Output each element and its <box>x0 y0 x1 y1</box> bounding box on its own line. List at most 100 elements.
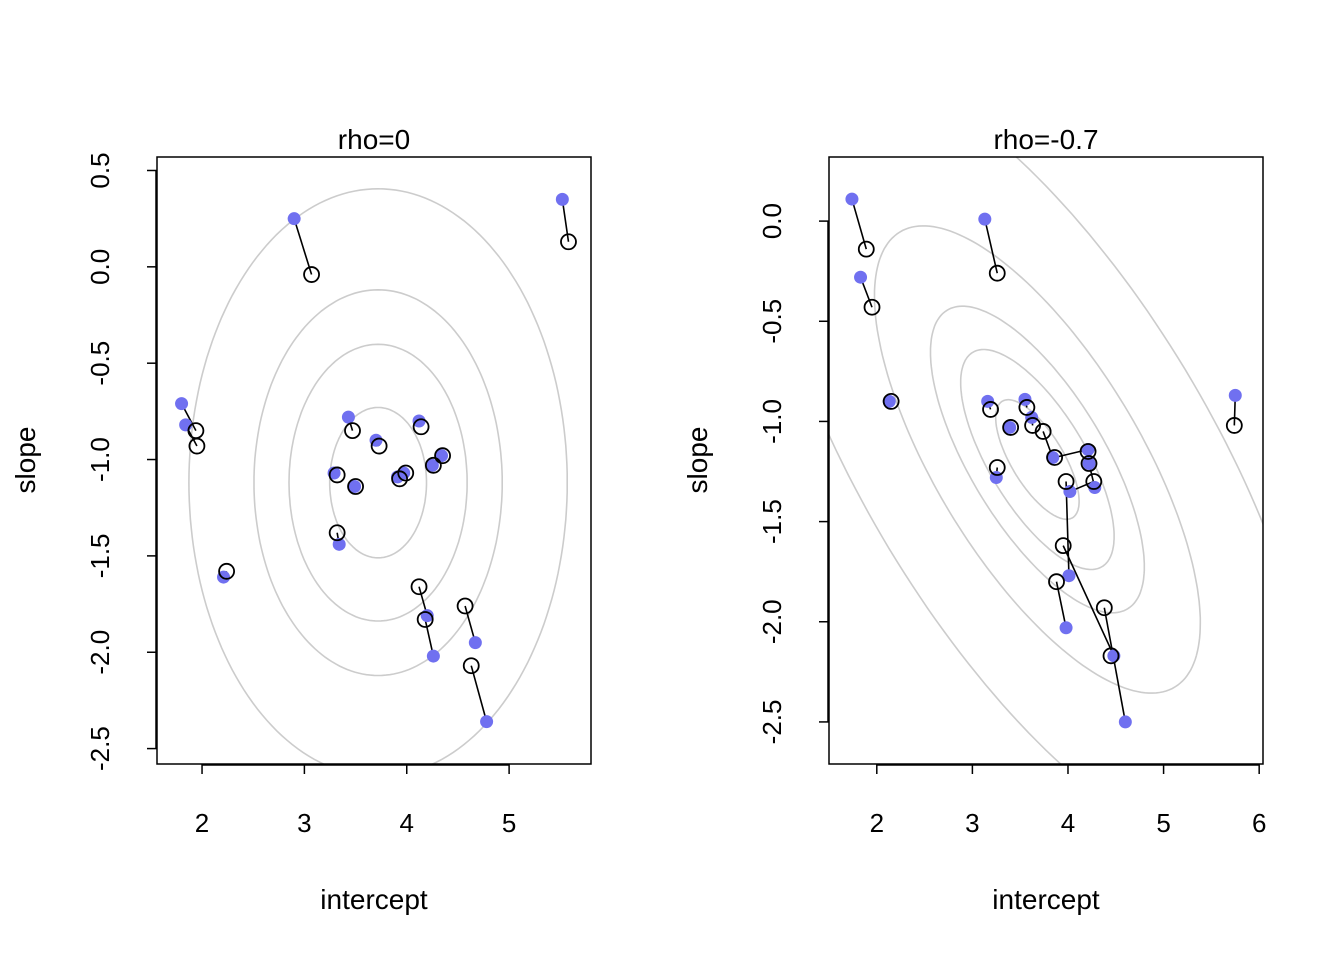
raw-point <box>287 212 301 226</box>
plot-title: rho=-0.7 <box>993 124 1098 155</box>
y-tick-label: -1.5 <box>85 533 115 578</box>
contour-ellipse <box>328 406 428 559</box>
y-tick-label: 0.0 <box>85 249 115 285</box>
raw-point <box>978 212 992 226</box>
estimate-point <box>1046 449 1064 466</box>
shrinkage-line <box>1103 607 1127 723</box>
estimate-point <box>328 524 346 542</box>
contour-ellipse <box>188 187 569 764</box>
estimate-point <box>1048 573 1065 591</box>
estimate-point <box>424 456 442 474</box>
x-tick-label: 4 <box>400 808 414 838</box>
raw-point <box>425 458 439 472</box>
x-axis: 2 3 4 5 6 <box>870 764 1266 838</box>
x-tick-label: 5 <box>1156 808 1170 838</box>
shrinkage-line <box>1062 545 1115 657</box>
estimate-point <box>391 470 408 488</box>
density-contours <box>188 187 569 764</box>
contour-ellipse <box>873 225 1202 694</box>
raw-point <box>854 270 868 284</box>
shrinkage-line <box>851 198 868 250</box>
raw-point <box>1082 457 1096 471</box>
y-tick-label: -0.5 <box>757 299 787 344</box>
shrinkage-line <box>293 218 313 275</box>
estimate-point <box>344 422 361 440</box>
estimate-point <box>1085 473 1103 490</box>
estimate-point <box>397 464 415 482</box>
x-tick-label: 2 <box>195 808 209 838</box>
estimate-point <box>303 266 320 283</box>
x-tick-label: 3 <box>297 808 311 838</box>
y-axis: 0.5 0.0 -0.5 -1.0 -1.5 -2.0 -2.5 <box>85 152 157 771</box>
estimate-point <box>857 240 875 258</box>
estimate-point <box>347 478 364 495</box>
estimate-point <box>1095 599 1113 617</box>
plot-title: rho=0 <box>338 124 410 155</box>
contour-ellipse <box>994 398 1080 521</box>
y-tick-label: -2.0 <box>757 599 787 644</box>
raw-point <box>1228 388 1242 402</box>
raw-point <box>1118 715 1132 729</box>
estimate-point <box>1225 417 1243 434</box>
contour-ellipse <box>929 305 1146 614</box>
shrinkage-lines <box>180 199 570 722</box>
y-tick-label: 0.0 <box>757 203 787 239</box>
estimate-point <box>1002 419 1020 436</box>
shrinkage-line <box>984 218 999 274</box>
x-tick-label: 5 <box>502 808 516 838</box>
y-tick-label: -2.0 <box>85 630 115 675</box>
estimate-point <box>988 459 1006 476</box>
raw-point <box>555 192 569 206</box>
raw-point <box>468 636 482 650</box>
raw-point <box>480 715 494 729</box>
raw-point <box>1088 481 1102 495</box>
contour-ellipse <box>288 343 468 622</box>
raw-point <box>1062 569 1076 583</box>
estimate-point <box>982 401 999 418</box>
raw-point <box>341 410 355 424</box>
plot-frame <box>828 156 1264 765</box>
x-axis-label: intercept <box>992 884 1100 915</box>
raw-estimate-points <box>845 192 1242 729</box>
shrinkage-line <box>1065 481 1070 576</box>
x-axis: 2 3 4 5 <box>195 764 516 838</box>
plot-panel-rho-neg-0-7: 2 3 4 5 6 0.0 -0.5 -1.0 -1.5 -2.0 -2.5 rho=-0.7 i… <box>682 124 1266 915</box>
plot-frame <box>156 156 592 765</box>
estimate-point <box>370 437 388 455</box>
estimate-point <box>1102 647 1120 665</box>
estimate-point <box>1054 537 1072 555</box>
estimate-point <box>1034 423 1052 440</box>
x-tick-label: 2 <box>870 808 884 838</box>
y-axis-label: slope <box>682 427 713 494</box>
estimate-point <box>410 578 428 596</box>
estimate-point <box>1018 399 1036 416</box>
contour-ellipse <box>829 157 1263 764</box>
x-tick-label: 3 <box>965 808 979 838</box>
estimate-point <box>218 562 236 580</box>
estimate-point <box>882 393 900 410</box>
x-tick-label: 4 <box>1061 808 1075 838</box>
shrinkage-lines <box>851 198 1237 723</box>
raw-point <box>1081 442 1095 456</box>
plot-panel-rho-0: 2 3 4 5 0.5 0.0 -0.5 -1.0 -1.5 -2.0 -2.5 rho=0 in… <box>10 124 592 915</box>
raw-point <box>175 397 189 411</box>
density-contours <box>829 157 1263 764</box>
y-tick-label: -1.5 <box>757 499 787 544</box>
estimate-point <box>328 466 346 484</box>
y-axis: 0.0 -0.5 -1.0 -1.5 -2.0 -2.5 <box>757 203 829 744</box>
estimate-point <box>1057 473 1075 490</box>
raw-point <box>348 480 362 494</box>
x-tick-label: 6 <box>1252 808 1266 838</box>
contour-ellipse <box>253 288 504 677</box>
estimate-point <box>434 447 451 465</box>
raw-point <box>845 192 859 206</box>
raw-point <box>1059 621 1073 635</box>
estimate-point <box>863 298 881 316</box>
y-tick-label: -0.5 <box>85 341 115 386</box>
y-tick-label: -1.0 <box>757 399 787 444</box>
estimate-point <box>1079 443 1097 460</box>
estimate-point <box>560 233 577 251</box>
estimate-point <box>412 418 430 436</box>
y-tick-label: 0.5 <box>85 152 115 188</box>
